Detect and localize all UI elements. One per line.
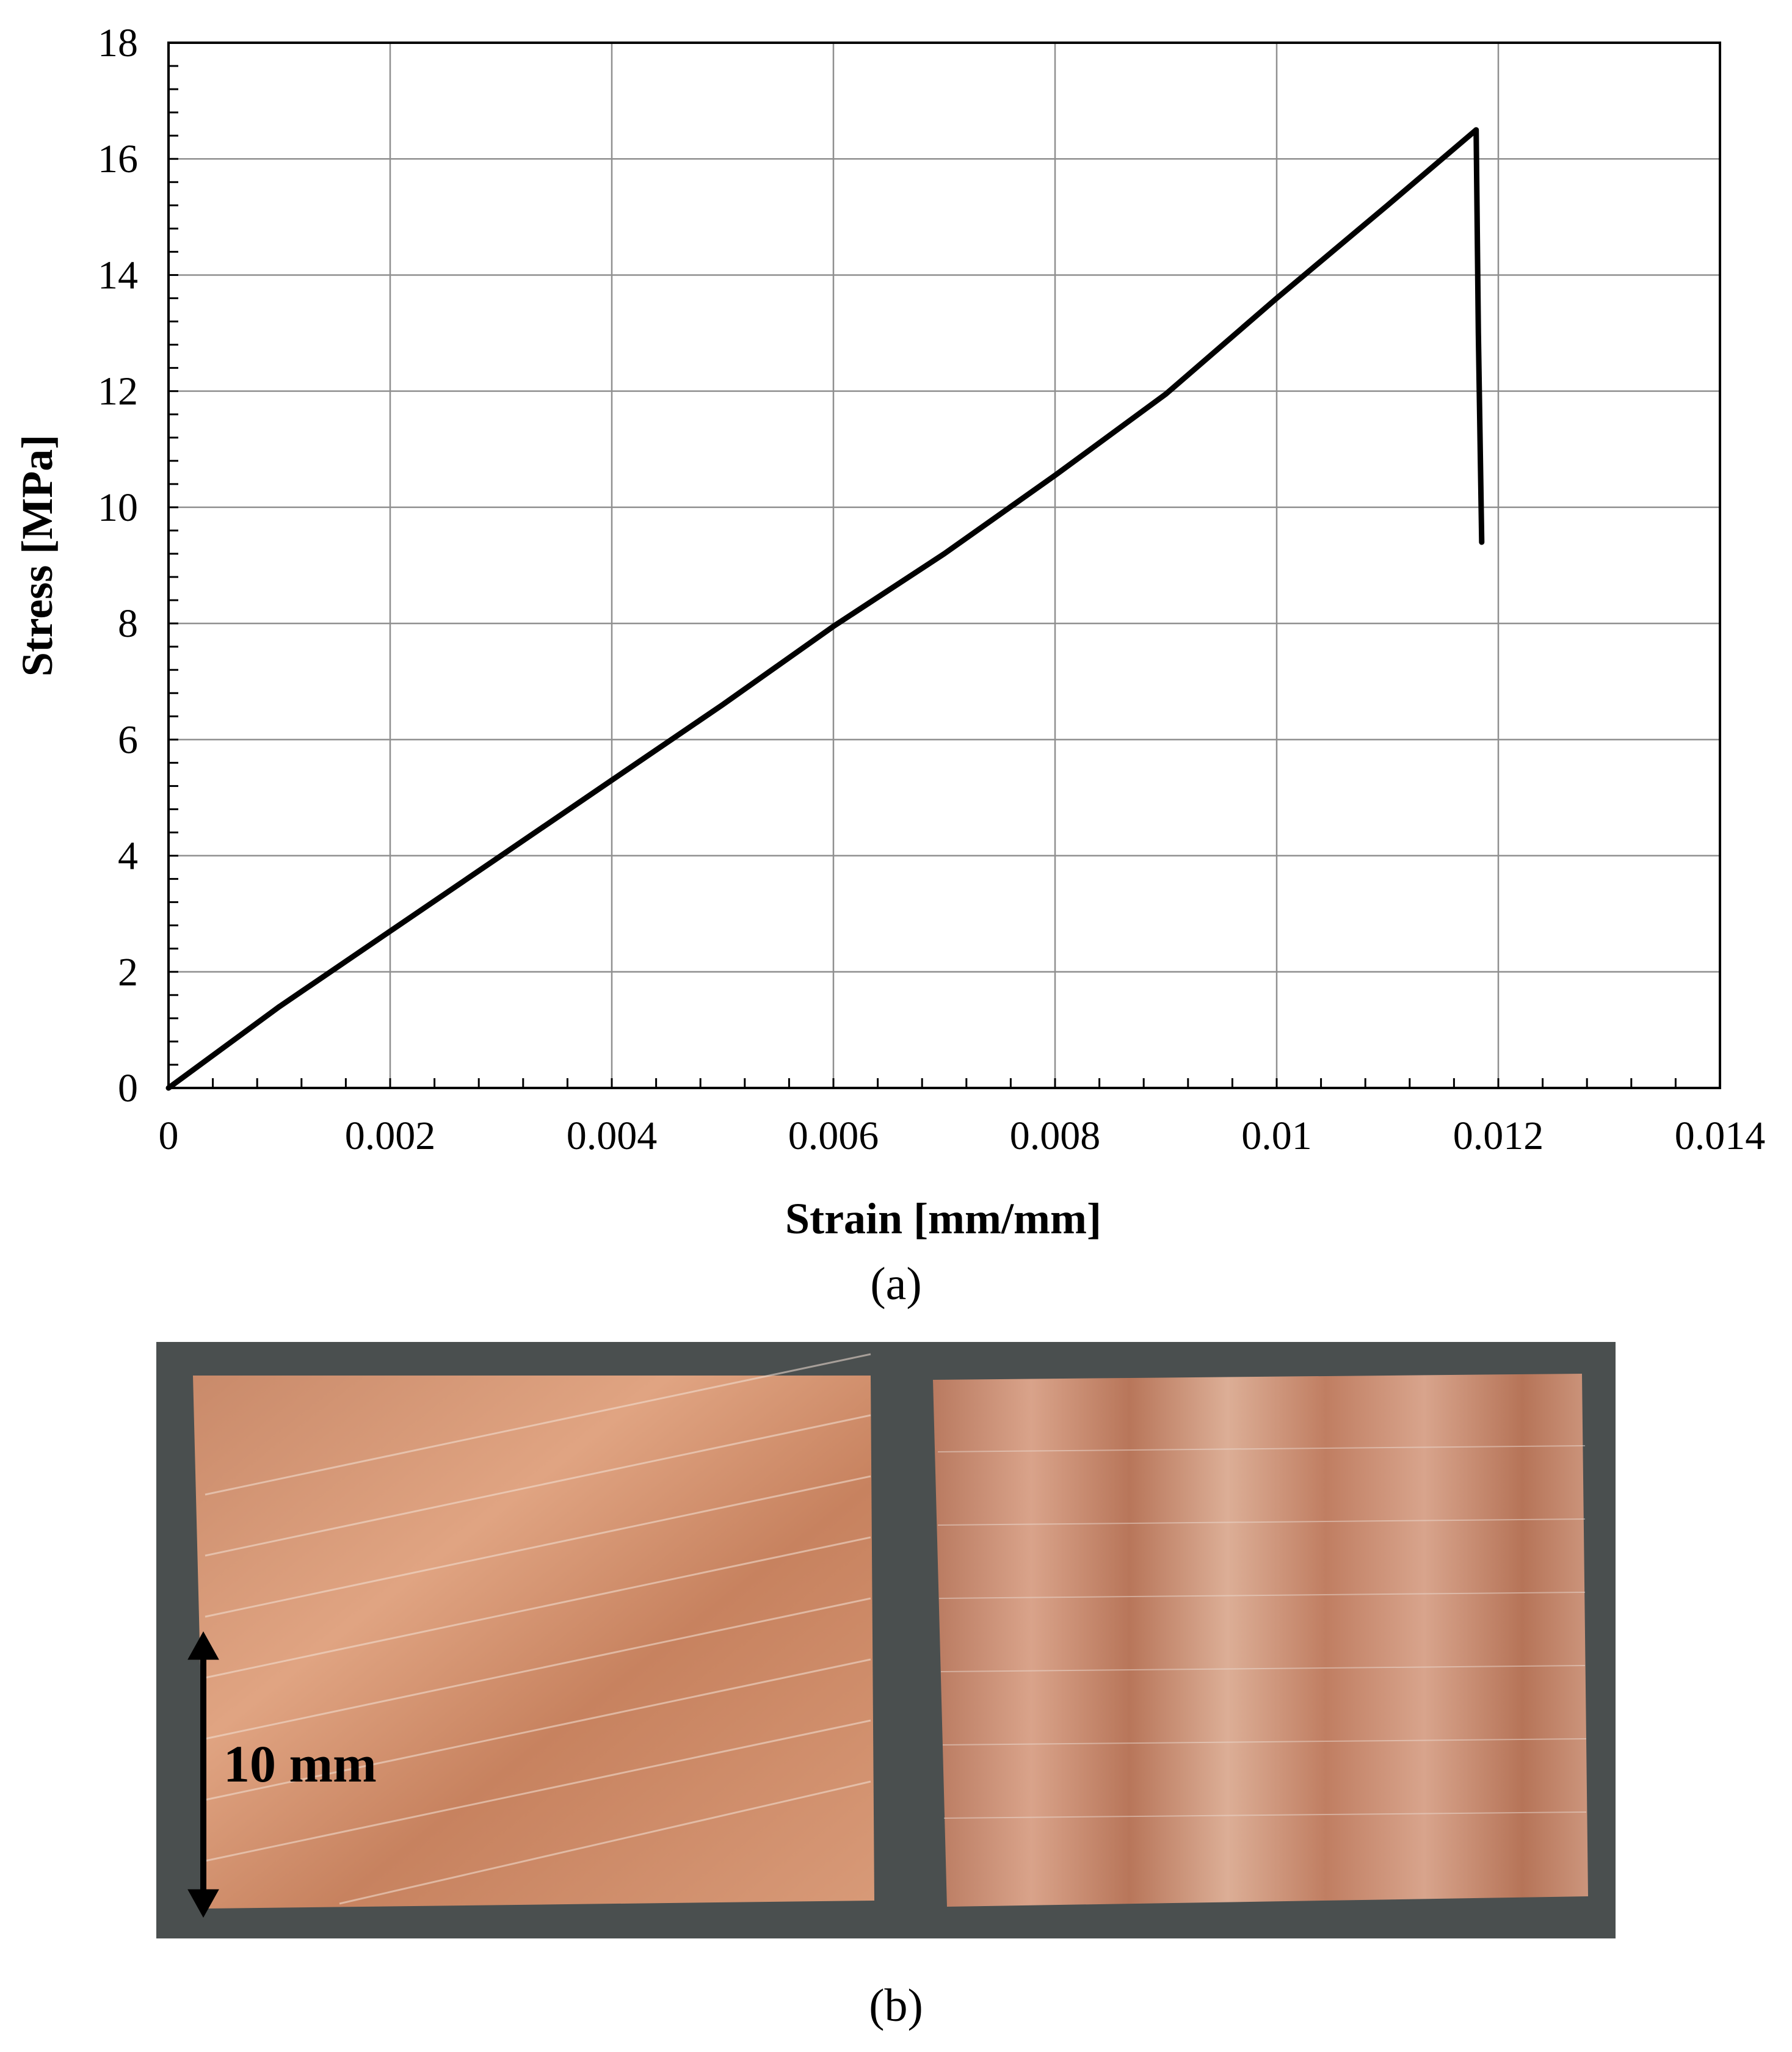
x-tick-label: 0.01: [1241, 1114, 1312, 1158]
y-tick-label: 10: [98, 485, 138, 530]
x-tick-label: 0.008: [1010, 1114, 1101, 1158]
series-layer: [165, 127, 1485, 1091]
y-tick-label: 2: [118, 950, 138, 995]
plot-frame: [167, 42, 1721, 1089]
specimen-left-grain: [205, 1353, 871, 1905]
y-tick-label: 14: [98, 253, 138, 297]
x-tick-label: 0.002: [345, 1114, 436, 1158]
y-tick-label: 0: [118, 1066, 138, 1111]
specimen-right: [933, 1374, 1588, 1907]
y-tick-label: 12: [98, 369, 138, 414]
y-tick-label: 8: [118, 601, 138, 646]
specimen-right-grain: [937, 1445, 1587, 1819]
scale-bar-arrow: [187, 1631, 219, 1918]
caption-a: (a): [870, 1258, 922, 1310]
y-tick-label: 18: [98, 21, 138, 65]
caption-b: (b): [869, 1980, 923, 2031]
stress-strain-curve: [165, 127, 1485, 1091]
x-tick-label: 0.012: [1453, 1114, 1544, 1158]
y-axis-title: Stress [MPa]: [13, 435, 62, 677]
x-tick-labels: 0 0.002 0.004 0.006 0.008 0.01 0.012 0.014: [159, 1114, 1766, 1158]
specimen-photo: 10 mm: [156, 1342, 1616, 1938]
y-tick-label: 6: [118, 717, 138, 762]
minor-ticks: [167, 42, 1721, 1089]
x-tick-label: 0: [159, 1114, 179, 1158]
specimen-left: [193, 1376, 874, 1909]
x-axis-title: Strain [mm/mm]: [785, 1194, 1101, 1243]
x-tick-label: 0.004: [567, 1114, 658, 1158]
y-tick-labels: 0 2 4 6 8 10 12 14 16 18: [98, 21, 138, 1111]
y-tick-label: 4: [118, 834, 138, 879]
stress-strain-chart: 0 0.002 0.004 0.006 0.008 0.01 0.012 0.014 0 2 4 6…: [13, 21, 1766, 1243]
scale-bar-label: 10 mm: [223, 1735, 377, 1793]
x-tick-label: 0.014: [1675, 1114, 1766, 1158]
x-tick-label: 0.006: [788, 1114, 879, 1158]
y-tick-label: 16: [98, 137, 138, 181]
grid-lines: [167, 42, 1721, 1089]
